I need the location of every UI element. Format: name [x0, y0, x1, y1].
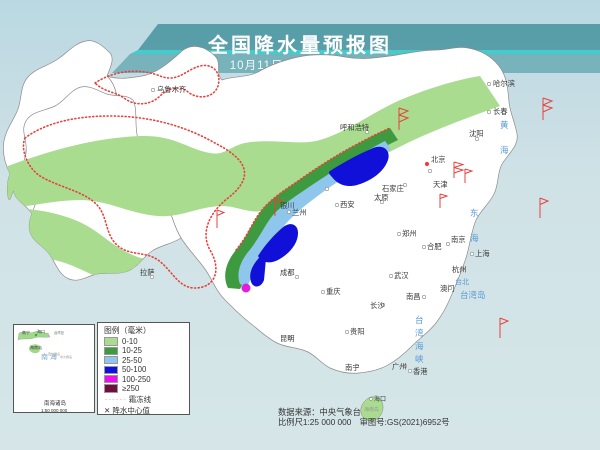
- svg-text:峡: 峡: [415, 354, 424, 364]
- svg-text:台: 台: [415, 315, 424, 325]
- svg-text:海: 海: [500, 145, 509, 155]
- svg-text:沈阳: 沈阳: [469, 129, 484, 138]
- svg-text:海口: 海口: [374, 395, 386, 403]
- svg-text:南宁: 南宁: [22, 329, 30, 335]
- svg-text:天津: 天津: [433, 180, 448, 189]
- svg-text:长春: 长春: [493, 107, 508, 116]
- svg-text:台湾岛: 台湾岛: [460, 290, 486, 300]
- svg-text:合肥: 合肥: [427, 242, 442, 251]
- svg-text:重庆: 重庆: [326, 287, 341, 296]
- svg-text:1:50 000 000: 1:50 000 000: [41, 408, 68, 413]
- svg-text:昆明: 昆明: [280, 334, 295, 343]
- svg-text:杭州: 杭州: [452, 265, 467, 274]
- svg-text:西安: 西安: [340, 200, 355, 209]
- svg-text:南宁: 南宁: [345, 363, 360, 372]
- svg-text:武汉: 武汉: [394, 271, 409, 280]
- svg-text:海口: 海口: [37, 328, 45, 334]
- svg-text:台湾岛: 台湾岛: [54, 330, 65, 335]
- svg-text:海: 海: [470, 233, 479, 243]
- svg-text:南京: 南京: [451, 235, 466, 244]
- svg-text:贵阳: 贵阳: [350, 327, 365, 336]
- svg-text:呼和浩特: 呼和浩特: [340, 123, 369, 132]
- svg-text:成都: 成都: [280, 268, 295, 277]
- svg-text:石家庄: 石家庄: [382, 184, 404, 193]
- svg-text:太原: 太原: [374, 193, 389, 202]
- svg-text:北京: 北京: [431, 155, 446, 164]
- svg-text:湾: 湾: [415, 328, 424, 338]
- svg-text:乌鲁木齐: 乌鲁木齐: [157, 85, 187, 94]
- svg-text:东: 东: [470, 208, 479, 218]
- svg-text:上海: 上海: [475, 249, 490, 258]
- svg-text:西沙群岛: 西沙群岛: [48, 351, 60, 356]
- svg-text:郑州: 郑州: [402, 229, 417, 238]
- svg-text:澳门: 澳门: [440, 284, 455, 293]
- svg-text:拉萨: 拉萨: [140, 268, 155, 277]
- svg-text:海: 海: [415, 341, 424, 351]
- svg-text:长沙: 长沙: [370, 301, 385, 310]
- svg-text:中沙群岛: 中沙群岛: [60, 354, 72, 359]
- svg-text:哈尔滨: 哈尔滨: [493, 79, 516, 88]
- svg-text:南昌: 南昌: [406, 292, 421, 301]
- svg-text:广州: 广州: [392, 362, 407, 371]
- svg-text:海南岛: 海南岛: [30, 344, 42, 350]
- svg-text:香港: 香港: [413, 367, 428, 376]
- svg-text:兰州: 兰州: [292, 208, 307, 217]
- svg-text:黄: 黄: [500, 120, 509, 130]
- svg-text:南海诸岛: 南海诸岛: [44, 399, 67, 407]
- svg-text:海南岛: 海南岛: [364, 406, 379, 413]
- svg-text:台北: 台北: [455, 277, 469, 286]
